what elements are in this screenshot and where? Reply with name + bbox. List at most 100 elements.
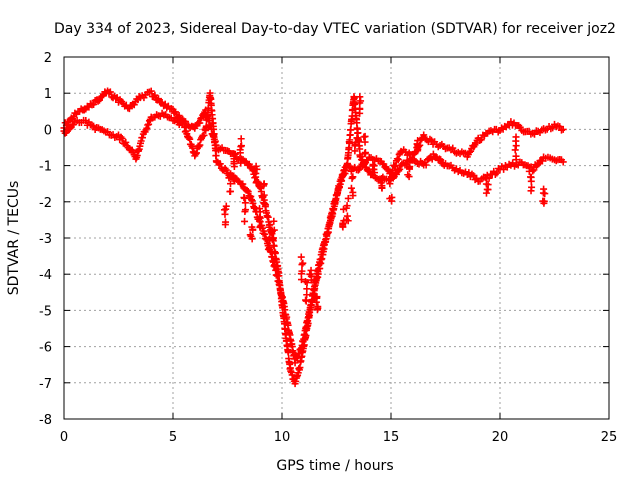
data-point-track-B bbox=[244, 188, 252, 196]
data-point-scatter-bursts bbox=[269, 234, 277, 242]
data-point-scatter-bursts bbox=[270, 217, 278, 225]
data-point-track-B bbox=[145, 120, 153, 128]
data-points bbox=[60, 87, 567, 388]
data-point-track-B bbox=[493, 169, 501, 177]
data-point-scatter-bursts bbox=[230, 155, 238, 163]
data-point-scatter-bursts bbox=[253, 165, 261, 173]
data-point-scatter-bursts bbox=[225, 171, 233, 179]
data-point-scatter-bursts bbox=[313, 293, 321, 301]
data-point-scatter-bursts bbox=[249, 225, 257, 233]
data-point-track-B bbox=[222, 166, 230, 174]
data-point-scatter-bursts bbox=[308, 272, 316, 280]
data-point-scatter-bursts bbox=[484, 186, 492, 194]
data-point-track-B bbox=[356, 145, 364, 153]
y-tick-label: -1 bbox=[39, 160, 52, 175]
data-point-scatter-bursts bbox=[241, 217, 249, 225]
data-point-track-B bbox=[338, 177, 346, 185]
data-point-scatter-bursts bbox=[361, 150, 369, 158]
data-point-track-B bbox=[437, 156, 445, 164]
data-point-scatter-bursts bbox=[256, 223, 264, 231]
data-point-scatter-bursts bbox=[378, 175, 386, 183]
data-point-scatter-bursts bbox=[298, 261, 306, 269]
x-tick-label: 5 bbox=[169, 430, 177, 445]
data-point-scatter-bursts bbox=[369, 161, 377, 169]
data-point-track-B bbox=[138, 134, 146, 142]
data-point-scatter-bursts bbox=[260, 180, 268, 188]
data-point-scatter-bursts bbox=[512, 142, 520, 150]
y-tick-label: -3 bbox=[39, 232, 52, 247]
data-point-scatter-bursts bbox=[386, 175, 394, 183]
y-tick-label: -5 bbox=[39, 304, 52, 319]
data-point-scatter-bursts bbox=[253, 177, 261, 185]
data-point-track-B bbox=[202, 122, 210, 130]
data-point-track-A bbox=[394, 155, 402, 163]
data-point-track-B bbox=[143, 124, 151, 132]
x-axis-label: GPS time / hours bbox=[276, 458, 393, 474]
data-point-scatter-bursts bbox=[512, 133, 520, 141]
data-point-scatter-bursts bbox=[356, 109, 364, 117]
data-point-scatter-bursts bbox=[314, 303, 322, 311]
data-point-scatter-bursts bbox=[482, 189, 490, 197]
data-point-scatter-bursts bbox=[237, 159, 245, 167]
data-point-scatter-bursts bbox=[361, 132, 369, 140]
data-point-track-B bbox=[347, 126, 355, 134]
data-point-track-A bbox=[147, 87, 155, 95]
data-point-track-A bbox=[90, 100, 98, 108]
data-point-scatter-bursts bbox=[347, 167, 355, 175]
data-point-scatter-bursts bbox=[342, 204, 350, 212]
data-point-scatter-bursts bbox=[339, 223, 347, 231]
data-point-scatter-bursts bbox=[483, 174, 491, 182]
data-point-track-B bbox=[396, 165, 404, 173]
x-tick-label: 15 bbox=[383, 430, 400, 445]
y-tick-label: -7 bbox=[39, 377, 52, 392]
data-point-scatter-bursts bbox=[414, 147, 422, 155]
y-axis-label: SDTVAR / TECUs bbox=[6, 181, 22, 296]
data-point-track-B bbox=[530, 166, 538, 174]
data-point-scatter-bursts bbox=[297, 276, 305, 284]
data-point-scatter-bursts bbox=[349, 173, 357, 181]
data-point-scatter-bursts bbox=[344, 194, 352, 202]
x-tick-label: 25 bbox=[601, 430, 618, 445]
data-point-scatter-bursts bbox=[356, 93, 364, 101]
data-point-scatter-bursts bbox=[256, 208, 264, 216]
data-point-track-B bbox=[422, 161, 430, 169]
data-point-scatter-bursts bbox=[527, 173, 535, 181]
data-point-scatter-bursts bbox=[511, 146, 519, 154]
data-point-scatter-bursts bbox=[226, 188, 234, 196]
data-point-scatter-bursts bbox=[241, 208, 249, 216]
data-point-track-B bbox=[196, 141, 204, 149]
data-point-track-B bbox=[145, 117, 153, 125]
data-point-track-B bbox=[195, 143, 203, 151]
data-point-scatter-bursts bbox=[302, 277, 310, 285]
data-point-scatter-bursts bbox=[512, 156, 520, 164]
data-point-track-B bbox=[200, 131, 208, 139]
data-point-scatter-bursts bbox=[260, 191, 268, 199]
data-point-track-A bbox=[151, 91, 159, 99]
data-point-track-B bbox=[172, 114, 180, 122]
data-point-scatter-bursts bbox=[539, 189, 547, 197]
data-point-scatter-bursts bbox=[406, 163, 414, 171]
y-tick-label: -8 bbox=[39, 413, 52, 428]
data-point-scatter-bursts bbox=[297, 253, 305, 261]
y-tick-label: 1 bbox=[44, 87, 52, 102]
data-point-track-A bbox=[231, 150, 239, 158]
data-point-track-B bbox=[297, 345, 305, 353]
data-point-scatter-bursts bbox=[241, 199, 249, 207]
data-point-scatter-bursts bbox=[252, 169, 260, 177]
data-point-scatter-bursts bbox=[221, 221, 229, 229]
chart-title: Day 334 of 2023, Sidereal Day-to-day VTE… bbox=[54, 21, 616, 37]
data-point-track-A bbox=[94, 97, 102, 105]
data-point-track-A bbox=[354, 166, 362, 174]
x-tick-label: 20 bbox=[492, 430, 509, 445]
data-point-scatter-bursts bbox=[347, 184, 355, 192]
data-point-track-A bbox=[106, 88, 114, 96]
data-point-scatter-bursts bbox=[379, 173, 387, 181]
data-point-track-B bbox=[243, 186, 251, 194]
data-point-scatter-bursts bbox=[270, 226, 278, 234]
data-point-track-B bbox=[117, 133, 125, 141]
data-point-scatter-bursts bbox=[525, 167, 533, 175]
data-point-track-B bbox=[192, 150, 200, 158]
data-point-scatter-bursts bbox=[303, 285, 311, 293]
